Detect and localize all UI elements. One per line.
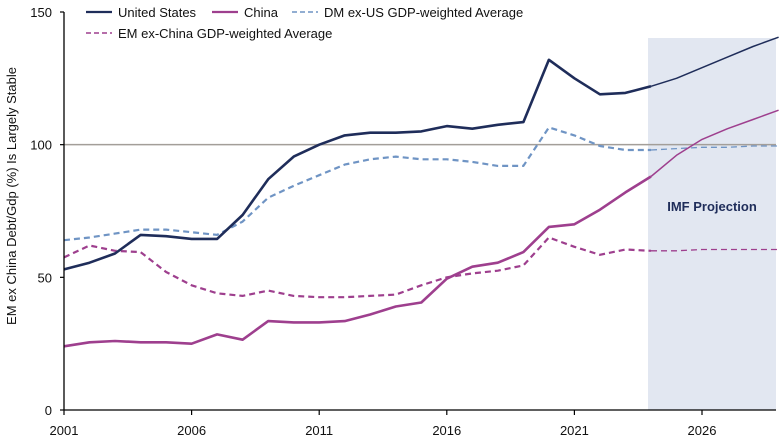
legend-label: China: [244, 5, 279, 20]
legend-item-em-ex-china[interactable]: EM ex-China GDP-weighted Average: [86, 26, 332, 41]
legend-item-china[interactable]: China: [212, 5, 279, 20]
series-line-em-ex-china-gdp-weighted-average-projection: [651, 248, 779, 252]
x-tick-label: 2001: [50, 423, 79, 438]
y-tick-label: 100: [30, 138, 52, 153]
legend-item-dm-ex-us[interactable]: DM ex-US GDP-weighted Average: [292, 5, 523, 20]
series-line-dm-ex-us-gdp-weighted-average-projection: [650, 145, 779, 151]
axes: 0 50 100 150 2001 2006 2011 2016 2021 2026: [30, 5, 776, 438]
series-line-china-historical: [63, 175, 652, 348]
projection-label: IMF Projection: [667, 199, 757, 214]
series-line-china-projection: [650, 109, 779, 178]
series-layer: [63, 36, 779, 348]
series-line-em-ex-china-gdp-weighted-average-historical: [63, 236, 652, 299]
x-axis-ticks: 2001 2006 2011 2016 2021 2026: [50, 410, 717, 438]
y-tick-label: 0: [45, 403, 52, 418]
legend-item-united-states[interactable]: United States: [86, 5, 197, 20]
series-line-united-states-historical: [63, 58, 652, 271]
legend-label: DM ex-US GDP-weighted Average: [324, 5, 523, 20]
y-axis-title: EM ex China Debt/Gdp (%) Is Largely Stab…: [4, 67, 19, 325]
projection-band: [648, 38, 776, 410]
legend-label: EM ex-China GDP-weighted Average: [118, 26, 332, 41]
y-axis-ticks: 0 50 100 150: [30, 5, 64, 418]
y-tick-label: 150: [30, 5, 52, 20]
x-tick-label: 2011: [305, 423, 333, 438]
legend-label: United States: [118, 5, 197, 20]
x-tick-label: 2006: [177, 423, 206, 438]
y-tick-label: 50: [38, 270, 52, 285]
x-tick-label: 2021: [560, 423, 589, 438]
x-tick-label: 2016: [432, 423, 461, 438]
legend: United States China DM ex-US GDP-weighte…: [86, 5, 523, 41]
x-tick-label: 2026: [688, 423, 717, 438]
series-line-united-states-projection: [650, 36, 779, 88]
series-line-dm-ex-us-gdp-weighted-average-historical: [63, 126, 651, 242]
